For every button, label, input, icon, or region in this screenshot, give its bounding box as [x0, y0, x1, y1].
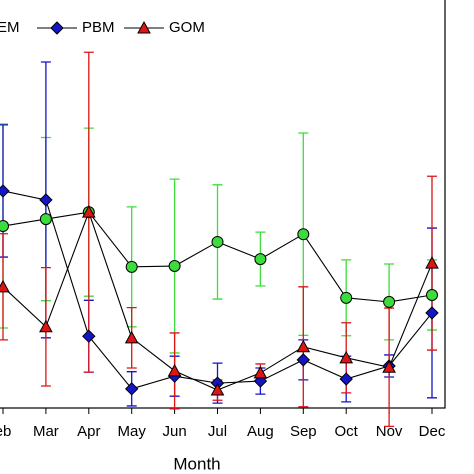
legend-label: GOM	[169, 19, 205, 36]
data-point	[296, 339, 311, 353]
x-tick-label: Oct	[335, 423, 359, 440]
legend-marker	[50, 21, 64, 35]
x-tick-label: Aug	[247, 423, 274, 440]
data-point	[0, 279, 10, 293]
x-tick-label: Nov	[376, 423, 403, 440]
x-tick-label: Sep	[290, 423, 317, 440]
data-point	[425, 256, 439, 269]
data-point	[210, 383, 225, 396]
data-point	[339, 350, 354, 364]
data-point	[297, 228, 310, 241]
data-point	[81, 205, 96, 218]
data-point	[0, 220, 9, 233]
x-tick-label: Dec	[419, 423, 446, 440]
x-tick-label: Apr	[77, 423, 100, 440]
data-point	[383, 295, 396, 308]
data-point	[0, 184, 10, 198]
data-point	[167, 363, 182, 377]
x-tick-label: May	[118, 423, 147, 440]
legend-label: PBM	[82, 19, 115, 36]
x-axis-label: Month	[173, 454, 220, 473]
x-tick-label: eb	[0, 423, 11, 440]
x-tick-label: Jul	[208, 423, 227, 440]
data-point	[339, 372, 353, 386]
data-point	[254, 253, 267, 266]
x-tick-label: Jun	[163, 423, 187, 440]
data-point	[39, 319, 53, 333]
x-tick-label: Mar	[33, 423, 59, 440]
data-point	[124, 330, 139, 344]
data-point	[426, 288, 438, 301]
data-point	[39, 213, 52, 226]
plot-frame	[0, 0, 446, 409]
data-point	[296, 353, 311, 367]
data-point	[124, 382, 139, 396]
data-point	[425, 306, 439, 320]
data-point	[39, 193, 53, 207]
data-point	[125, 260, 138, 273]
data-point	[211, 235, 224, 248]
data-point	[382, 360, 396, 373]
data-point	[340, 291, 353, 304]
legend-label: EM	[0, 19, 20, 36]
data-point	[253, 365, 268, 379]
data-point	[82, 329, 96, 343]
legend-marker	[137, 20, 151, 34]
data-point	[168, 260, 181, 273]
